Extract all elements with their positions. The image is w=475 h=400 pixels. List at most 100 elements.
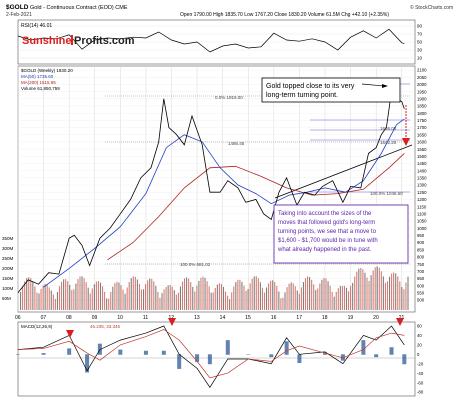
volume-bar	[184, 278, 186, 310]
volume-bar	[63, 279, 65, 310]
y-tick-label: 550	[417, 291, 425, 296]
macd-values: 45.235, 33.345	[90, 324, 121, 329]
volume-bar	[272, 280, 274, 310]
macd-tick-label: -40	[417, 371, 424, 376]
volume-bar	[202, 276, 204, 310]
volume-bar	[157, 291, 159, 310]
volume-bar	[325, 278, 327, 310]
volume-bar	[276, 285, 278, 310]
x-tick-label: 11	[143, 315, 148, 321]
volume-bar	[95, 281, 97, 310]
volume-bar	[173, 290, 175, 310]
volume-bar	[147, 280, 149, 310]
volume-bar	[300, 287, 302, 310]
rsi-level-label: 10	[417, 56, 423, 61]
volume-bar	[149, 278, 151, 310]
volume-bar	[97, 280, 99, 310]
volume-bar	[175, 294, 177, 310]
volume-bar	[69, 284, 71, 310]
x-tick-label: 10	[117, 315, 123, 321]
macd-histogram-bar	[284, 341, 289, 355]
volume-bar	[206, 281, 208, 310]
x-tick-label: 15	[245, 315, 251, 321]
macd-histogram-bar	[402, 354, 407, 365]
price-legend: $GOLD (Weekly) 1830.20 MA(50) 1735.60 MA…	[21, 68, 73, 91]
legend-ma200: MA(200) 1515.95	[21, 80, 56, 85]
volume-bar	[345, 287, 348, 310]
volume-bar	[380, 271, 382, 310]
volume-bar	[231, 292, 233, 310]
volume-bar	[323, 277, 325, 310]
x-tick-label: 08	[66, 315, 72, 321]
volume-bar	[210, 292, 212, 310]
volume-bar	[298, 293, 300, 310]
volume-bar	[177, 292, 179, 310]
macd-histogram-bar	[195, 354, 200, 362]
y-tick-label: 800	[417, 255, 425, 260]
macd-histogram-bar	[41, 353, 46, 355]
macd-histogram-bar	[225, 340, 230, 355]
volume-bar	[233, 286, 235, 310]
volume-bar	[364, 272, 366, 310]
y-tick-label: 1350	[417, 176, 427, 181]
volume-bar	[343, 285, 345, 310]
macd-histogram-bar	[85, 354, 90, 373]
volume-bar	[386, 281, 389, 310]
volume-bar	[32, 281, 34, 310]
volume-bar	[358, 268, 360, 310]
y-tick-label: 900	[417, 240, 425, 245]
volume-bar	[237, 279, 239, 310]
bottom-callout-line-1: Taking into account the sizes of the	[278, 211, 372, 217]
brand-separator-icon	[71, 35, 73, 45]
volume-bar	[393, 272, 395, 310]
volume-bar	[294, 286, 296, 310]
rsi-label: RSI(14) 46.01	[21, 23, 52, 29]
rsi-level-label: 70	[417, 32, 423, 37]
macd-tick-label: 60	[417, 324, 422, 329]
volume-bar	[245, 290, 247, 310]
volume-bar	[372, 270, 374, 310]
volume-bar	[165, 287, 167, 310]
price-grid	[17, 66, 415, 312]
volume-bar	[204, 277, 206, 310]
volume-bar	[329, 285, 331, 310]
y-tick-label: 1700	[417, 125, 427, 130]
volume-bar	[399, 281, 401, 310]
volume-bar	[65, 279, 67, 310]
volume-bar	[198, 280, 200, 310]
macd-top-arrow-2011-icon	[168, 318, 176, 326]
y-tick-label: 1850	[417, 104, 427, 109]
volume-bar	[302, 281, 304, 310]
bottom-callout-line-4: $1,600 - $1,700 would be in tune with	[278, 238, 378, 244]
volume-bar	[284, 292, 286, 310]
volume-bar	[376, 266, 378, 310]
volume-tick-label: 200M	[2, 266, 14, 271]
price-axis: 2100 2050 2000 1950 1900 1850 1800 1750 1700 1650…	[417, 68, 427, 303]
volume-bar	[124, 293, 126, 310]
volume-bar	[161, 293, 163, 310]
legend-ma50: MA(50) 1735.60	[21, 74, 54, 79]
volume-bar	[77, 279, 79, 310]
volume-tick-label: 300M	[2, 246, 14, 251]
volume-bar	[118, 282, 120, 310]
volume-bar	[130, 278, 132, 310]
legend-gold: $GOLD (Weekly) 1830.20	[21, 68, 73, 73]
volume-bar	[22, 286, 24, 310]
top-callout-line-1: Gold topped close to its very	[266, 83, 355, 90]
volume-bar	[159, 297, 161, 310]
volume-bar	[196, 285, 198, 310]
volume-bar	[278, 291, 280, 310]
macd-tick-label: 20	[417, 343, 422, 348]
y-tick-label: 650	[417, 276, 425, 281]
volume-bar	[251, 278, 253, 310]
fib-label-right-3: 100.0% 1046.50	[370, 191, 403, 196]
volume-bar	[61, 281, 63, 310]
volume-bar	[38, 293, 40, 310]
support-trendline	[274, 144, 413, 199]
macd-histogram-bar	[16, 354, 20, 355]
volume-bar	[366, 277, 368, 310]
volume-bar	[266, 287, 268, 310]
x-tick-label: 13	[194, 315, 200, 321]
volume-bar	[292, 283, 294, 310]
y-tick-label: 500	[417, 298, 425, 303]
